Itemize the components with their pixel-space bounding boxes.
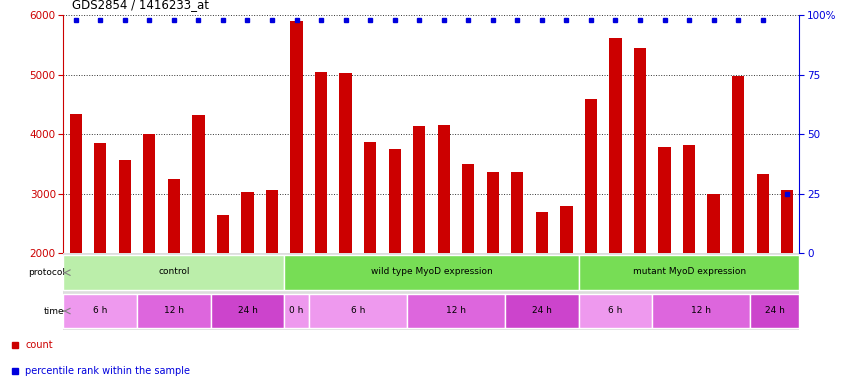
Bar: [284, 255, 579, 290]
Bar: [388, 149, 401, 253]
Bar: [241, 192, 254, 253]
Text: 12 h: 12 h: [164, 306, 184, 315]
Bar: [658, 147, 671, 253]
Bar: [505, 294, 579, 328]
Bar: [732, 76, 744, 253]
Bar: [217, 215, 229, 253]
Bar: [211, 294, 284, 328]
Bar: [707, 194, 720, 253]
Bar: [315, 72, 327, 253]
Bar: [143, 134, 156, 253]
Text: 24 h: 24 h: [765, 306, 785, 315]
Bar: [407, 294, 505, 328]
Bar: [63, 294, 137, 328]
Text: 6 h: 6 h: [608, 306, 623, 315]
Bar: [309, 294, 407, 328]
Bar: [511, 172, 524, 253]
Bar: [137, 294, 211, 328]
Bar: [585, 99, 597, 253]
Bar: [339, 73, 352, 253]
Bar: [192, 115, 205, 253]
Bar: [290, 22, 303, 253]
Bar: [579, 255, 799, 290]
Bar: [634, 48, 646, 253]
Text: percentile rank within the sample: percentile rank within the sample: [25, 366, 190, 376]
Text: GDS2854 / 1416233_at: GDS2854 / 1416233_at: [72, 0, 209, 12]
Text: 12 h: 12 h: [691, 306, 711, 315]
Bar: [437, 125, 450, 253]
Bar: [168, 179, 180, 253]
Bar: [94, 143, 107, 253]
Bar: [560, 206, 573, 253]
Text: wild type MyoD expression: wild type MyoD expression: [371, 267, 492, 276]
Bar: [579, 294, 652, 328]
Bar: [413, 126, 426, 253]
Text: mutant MyoD expression: mutant MyoD expression: [633, 267, 745, 276]
Bar: [756, 174, 769, 253]
Bar: [652, 294, 750, 328]
Bar: [536, 212, 548, 253]
Bar: [284, 294, 309, 328]
Text: 24 h: 24 h: [532, 306, 552, 315]
Bar: [486, 172, 499, 253]
Text: 6 h: 6 h: [93, 306, 107, 315]
Bar: [750, 294, 799, 328]
Text: control: control: [158, 267, 190, 276]
Bar: [69, 114, 82, 253]
Text: time: time: [44, 306, 64, 316]
Text: 0 h: 0 h: [289, 306, 304, 315]
Bar: [683, 145, 695, 253]
Bar: [781, 190, 794, 253]
Text: count: count: [25, 340, 53, 350]
Text: 6 h: 6 h: [351, 306, 365, 315]
Bar: [609, 38, 622, 253]
Bar: [118, 160, 131, 253]
Text: 12 h: 12 h: [446, 306, 466, 315]
Bar: [364, 142, 376, 253]
Bar: [63, 255, 284, 290]
Text: protocol: protocol: [28, 268, 64, 277]
Bar: [462, 164, 475, 253]
Bar: [266, 190, 278, 253]
Text: 24 h: 24 h: [238, 306, 257, 315]
